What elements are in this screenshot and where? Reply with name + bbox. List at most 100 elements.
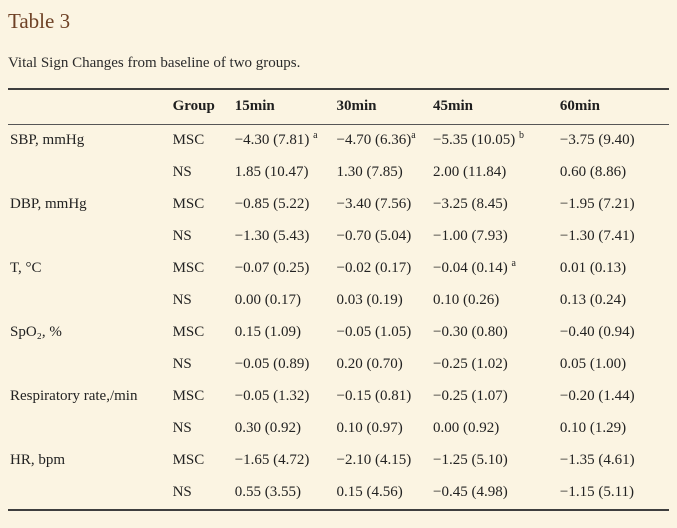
table-number-title: Table 3: [8, 9, 71, 33]
value-cell: −0.70 (5.04): [335, 221, 432, 253]
group-cell: NS: [172, 484, 192, 500]
value-cell: 0.13 (0.24): [558, 285, 669, 317]
value-cell: −1.00 (7.93): [431, 221, 558, 253]
table-row: NS 0.55 (3.55) 0.15 (4.56) −0.45 (4.98) −1.1…: [8, 477, 669, 510]
value-text: −1.95 (7.21): [559, 196, 635, 212]
value-text: −0.85 (5.22): [234, 196, 310, 212]
value-cell: 0.00 (0.92): [431, 413, 558, 445]
value-cell: 0.10 (0.26): [431, 285, 558, 317]
table-row: NS 1.85 (10.47) 1.30 (7.85) 2.00 (11.84) 0.6…: [8, 157, 669, 189]
value-cell: −3.75 (9.40): [558, 125, 669, 158]
vital-sign-label: [8, 349, 171, 381]
value-cell: 0.15 (4.56): [335, 477, 432, 510]
value-cell: −1.65 (4.72): [233, 445, 335, 477]
group-cell: NS: [172, 356, 192, 372]
table-row: HR, bpm MSC −1.65 (4.72) −2.10 (4.15) −1.25 …: [8, 445, 669, 477]
vital-sign-label: [8, 221, 171, 253]
value-text: 0.03 (0.19): [336, 292, 403, 308]
value-cell: −0.20 (1.44): [558, 381, 669, 413]
value-cell: 0.10 (0.97): [335, 413, 432, 445]
value-text: 0.30 (0.92): [234, 420, 301, 436]
table-header-row: Group 15min 30min 45min 60min: [8, 89, 669, 125]
table-row: NS −0.05 (0.89) 0.20 (0.70) −0.25 (1.02) 0.0…: [8, 349, 669, 381]
value-text: −0.05 (1.05): [336, 324, 412, 340]
value-text: −3.75 (9.40): [559, 132, 635, 148]
value-text: 0.05 (1.00): [559, 356, 627, 372]
value-cell: −1.15 (5.11): [558, 477, 669, 510]
vital-sign-label: SBP, mmHg: [10, 132, 85, 148]
value-cell: −0.05 (1.32): [233, 381, 335, 413]
group-cell: MSC: [172, 132, 205, 148]
value-text: 0.00 (0.17): [234, 292, 301, 308]
table-row: NS −1.30 (5.43) −0.70 (5.04) −1.00 (7.93) −1…: [8, 221, 669, 253]
header-cell-45min: 45min: [431, 89, 558, 125]
value-cell: −0.45 (4.98): [431, 477, 558, 510]
value-text: −0.25 (1.07): [433, 388, 508, 404]
value-cell: −1.30 (5.43): [233, 221, 335, 253]
value-text: 2.00 (11.84): [433, 164, 507, 180]
value-cell: −0.05 (0.89): [233, 349, 335, 381]
vital-sign-label: [8, 285, 171, 317]
value-cell: −3.25 (8.45): [431, 189, 558, 221]
value-cell: 2.00 (11.84): [431, 157, 558, 189]
group-cell: NS: [172, 292, 192, 308]
value-text: −0.70 (5.04): [336, 228, 412, 244]
value-cell: −4.30 (7.81) a: [233, 125, 335, 158]
value-text: −3.40 (7.56): [336, 196, 412, 212]
group-cell: MSC: [172, 260, 205, 276]
value-cell: 0.15 (1.09): [233, 317, 335, 349]
value-cell: −1.25 (5.10): [431, 445, 558, 477]
significance-superscript: b: [518, 130, 524, 141]
value-text: 0.20 (0.70): [336, 356, 403, 372]
value-cell: 0.20 (0.70): [335, 349, 432, 381]
vital-sign-label: DBP, mmHg: [10, 196, 87, 212]
group-cell: MSC: [172, 324, 205, 340]
value-text: −0.30 (0.80): [433, 324, 508, 340]
value-text: −0.15 (0.81): [336, 388, 412, 404]
value-cell: 0.00 (0.17): [233, 285, 335, 317]
value-text: −0.02 (0.17): [336, 260, 412, 276]
vital-sign-label: [8, 477, 171, 510]
significance-superscript: a: [511, 258, 516, 269]
table-row: SpO₂, % MSC 0.15 (1.09) −0.05 (1.05) −0.30 (…: [8, 317, 669, 349]
header-cell-empty: [8, 89, 171, 125]
vital-sign-label: T, °C: [10, 260, 42, 276]
value-text: −0.07 (0.25): [234, 260, 310, 276]
group-cell: NS: [172, 420, 192, 436]
significance-superscript: a: [313, 130, 318, 141]
table-row: NS 0.30 (0.92) 0.10 (0.97) 0.00 (0.92) 0.10 …: [8, 413, 669, 445]
vital-sign-label: HR, bpm: [10, 452, 66, 468]
value-text: −3.25 (8.45): [433, 196, 508, 212]
value-cell: −1.35 (4.61): [558, 445, 669, 477]
value-text: −1.30 (7.41): [559, 228, 635, 244]
value-cell: −0.85 (5.22): [233, 189, 335, 221]
value-text: −0.45 (4.98): [433, 484, 508, 500]
value-cell: −3.40 (7.56): [335, 189, 432, 221]
table-row: NS 0.00 (0.17) 0.03 (0.19) 0.10 (0.26) 0.13 …: [8, 285, 669, 317]
value-cell: −0.02 (0.17): [335, 253, 432, 285]
value-text: 0.10 (0.97): [336, 420, 403, 436]
value-cell: 0.03 (0.19): [335, 285, 432, 317]
value-cell: −0.05 (1.05): [335, 317, 432, 349]
value-text: −1.30 (5.43): [234, 228, 310, 244]
value-text: −1.35 (4.61): [559, 452, 635, 468]
value-text: 0.00 (0.92): [433, 420, 500, 436]
value-text: −0.05 (1.32): [234, 388, 310, 404]
value-cell: −0.30 (0.80): [431, 317, 558, 349]
value-text: −0.20 (1.44): [559, 388, 635, 404]
value-text: 0.10 (1.29): [559, 420, 627, 436]
table-row: Respiratory rate,/min MSC −0.05 (1.32) −0.1…: [8, 381, 669, 413]
vital-sign-label: SpO₂, %: [10, 324, 62, 340]
value-text: 0.10 (0.26): [433, 292, 500, 308]
group-cell: MSC: [172, 452, 205, 468]
value-text: −0.40 (0.94): [559, 324, 635, 340]
table-caption: Vital Sign Changes from baseline of two …: [8, 55, 301, 71]
group-cell: NS: [172, 164, 192, 180]
value-cell: −4.70 (6.36)a: [335, 125, 432, 158]
value-cell: −0.07 (0.25): [233, 253, 335, 285]
vital-signs-table: Group 15min 30min 45min 60min SBP, mmHg MSC −4…: [8, 88, 669, 511]
value-cell: −0.40 (0.94): [558, 317, 669, 349]
value-text: 1.85 (10.47): [234, 164, 309, 180]
group-cell: NS: [172, 228, 192, 244]
